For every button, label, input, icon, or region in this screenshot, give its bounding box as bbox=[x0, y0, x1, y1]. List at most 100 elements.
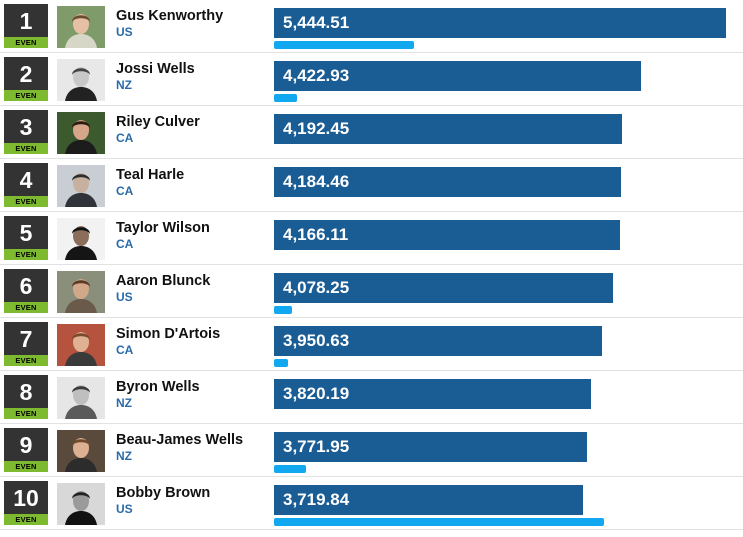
headshot-icon bbox=[57, 377, 105, 419]
points-value: 4,184.46 bbox=[283, 172, 350, 191]
rank-number: 10 bbox=[13, 485, 39, 511]
athlete-photo[interactable] bbox=[57, 165, 105, 207]
rank-change-badge: EVEN bbox=[4, 90, 48, 101]
points-value: 3,950.63 bbox=[283, 331, 350, 350]
athlete-photo[interactable] bbox=[57, 59, 105, 101]
athlete-country: NZ bbox=[116, 396, 132, 410]
rank-box: 9 EVEN bbox=[4, 428, 48, 472]
headshot-icon bbox=[57, 6, 105, 48]
points-bar: 3,719.84 bbox=[274, 485, 583, 515]
athlete-photo[interactable] bbox=[57, 324, 105, 366]
points-value: 3,771.95 bbox=[283, 437, 350, 456]
rank-box: 2 EVEN bbox=[4, 57, 48, 101]
athlete-name[interactable]: Aaron Blunck bbox=[116, 273, 211, 289]
ranking-row[interactable]: 2 EVEN Jossi Wells NZ 4,422.93 bbox=[0, 53, 743, 106]
athlete-photo[interactable] bbox=[57, 483, 105, 525]
points-value: 4,192.45 bbox=[283, 119, 350, 138]
athlete-country: CA bbox=[116, 237, 134, 251]
rank-number: 7 bbox=[19, 326, 33, 352]
rank-number: 3 bbox=[19, 114, 33, 140]
athlete-name[interactable]: Jossi Wells bbox=[116, 61, 195, 77]
points-bar: 4,078.25 bbox=[274, 273, 613, 303]
rank-number: 8 bbox=[19, 379, 33, 405]
points-value: 3,820.19 bbox=[283, 384, 350, 403]
athlete-country: CA bbox=[116, 343, 134, 357]
athlete-name[interactable]: Bobby Brown bbox=[116, 485, 211, 501]
athlete-country: US bbox=[116, 25, 133, 39]
points-value: 4,422.93 bbox=[283, 66, 350, 85]
points-bar: 3,771.95 bbox=[274, 432, 587, 462]
ranking-row[interactable]: 8 EVEN Byron Wells NZ 3,820.19 bbox=[0, 371, 743, 424]
rank-number: 5 bbox=[19, 220, 33, 246]
secondary-points-bar bbox=[274, 94, 297, 102]
points-bar: 4,184.46 bbox=[274, 167, 621, 197]
rank-box: 8 EVEN bbox=[4, 375, 48, 419]
points-value: 5,444.51 bbox=[283, 13, 350, 32]
points-bar: 3,950.63 bbox=[274, 326, 602, 356]
rank-box: 1 EVEN bbox=[4, 4, 48, 48]
headshot-icon bbox=[57, 218, 105, 260]
ranking-row[interactable]: 3 EVEN Riley Culver CA 4,192.45 bbox=[0, 106, 743, 159]
athlete-photo[interactable] bbox=[57, 218, 105, 260]
headshot-icon bbox=[57, 271, 105, 313]
athlete-photo[interactable] bbox=[57, 112, 105, 154]
rank-box: 3 EVEN bbox=[4, 110, 48, 154]
athlete-photo[interactable] bbox=[57, 430, 105, 472]
athlete-photo[interactable] bbox=[57, 271, 105, 313]
rank-change-badge: EVEN bbox=[4, 408, 48, 419]
athlete-name[interactable]: Simon D'Artois bbox=[116, 326, 221, 342]
rank-change-badge: EVEN bbox=[4, 355, 48, 366]
rank-change-badge: EVEN bbox=[4, 461, 48, 472]
ranking-row[interactable]: 4 EVEN Teal Harle CA 4,184.46 bbox=[0, 159, 743, 212]
rank-number: 6 bbox=[19, 273, 33, 299]
athlete-photo[interactable] bbox=[57, 6, 105, 48]
secondary-points-bar bbox=[274, 306, 292, 314]
rank-number: 4 bbox=[19, 167, 33, 193]
rank-number: 1 bbox=[19, 8, 33, 34]
athlete-name[interactable]: Teal Harle bbox=[116, 167, 185, 183]
points-value: 4,078.25 bbox=[283, 278, 350, 297]
ranking-row[interactable]: 6 EVEN Aaron Blunck US 4,078.25 bbox=[0, 265, 743, 318]
athlete-country: US bbox=[116, 290, 133, 304]
headshot-icon bbox=[57, 483, 105, 525]
rank-change-badge: EVEN bbox=[4, 37, 48, 48]
ranking-row[interactable]: 5 EVEN Taylor Wilson CA 4,166.11 bbox=[0, 212, 743, 265]
ranking-row[interactable]: 1 EVEN Gus Kenworthy US 5,444.51 bbox=[0, 0, 743, 53]
athlete-country: CA bbox=[116, 131, 134, 145]
headshot-icon bbox=[57, 112, 105, 154]
ranking-row[interactable]: 7 EVEN Simon D'Artois CA 3,950.63 bbox=[0, 318, 743, 371]
rank-change-badge: EVEN bbox=[4, 143, 48, 154]
rank-box: 6 EVEN bbox=[4, 269, 48, 313]
ranking-row[interactable]: 10 EVEN Bobby Brown US 3,719.84 bbox=[0, 477, 743, 530]
rank-change-badge: EVEN bbox=[4, 514, 48, 525]
athlete-country: CA bbox=[116, 184, 134, 198]
points-bar: 4,192.45 bbox=[274, 114, 622, 144]
athlete-country: NZ bbox=[116, 78, 132, 92]
headshot-icon bbox=[57, 324, 105, 366]
points-bar: 4,422.93 bbox=[274, 61, 641, 91]
athlete-name[interactable]: Beau-James Wells bbox=[116, 432, 244, 448]
athlete-name[interactable]: Riley Culver bbox=[116, 114, 200, 130]
rank-change-badge: EVEN bbox=[4, 249, 48, 260]
athlete-photo[interactable] bbox=[57, 377, 105, 419]
points-bar: 4,166.11 bbox=[274, 220, 620, 250]
secondary-points-bar bbox=[274, 359, 288, 367]
headshot-icon bbox=[57, 165, 105, 207]
secondary-points-bar bbox=[274, 518, 604, 526]
rank-box: 5 EVEN bbox=[4, 216, 48, 260]
secondary-points-bar bbox=[274, 465, 306, 473]
rank-box: 7 EVEN bbox=[4, 322, 48, 366]
points-value: 4,166.11 bbox=[283, 225, 349, 244]
rank-box: 4 EVEN bbox=[4, 163, 48, 207]
points-bar: 3,820.19 bbox=[274, 379, 591, 409]
athlete-name[interactable]: Taylor Wilson bbox=[116, 220, 210, 236]
rank-number: 9 bbox=[19, 432, 33, 458]
points-value: 3,719.84 bbox=[283, 490, 350, 509]
rank-change-badge: EVEN bbox=[4, 302, 48, 313]
athlete-name[interactable]: Byron Wells bbox=[116, 379, 200, 395]
athlete-country: US bbox=[116, 502, 133, 516]
ranking-row[interactable]: 9 EVEN Beau-James Wells NZ 3,771.95 bbox=[0, 424, 743, 477]
rank-box: 10 EVEN bbox=[4, 481, 48, 525]
athlete-name[interactable]: Gus Kenworthy bbox=[116, 8, 224, 24]
